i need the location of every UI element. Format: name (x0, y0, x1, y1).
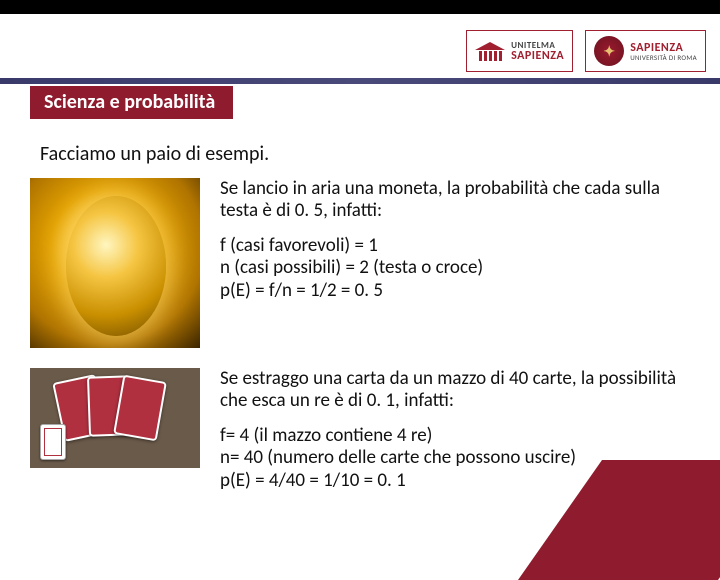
cards-image (30, 368, 200, 468)
sapienza-seal-icon: ✦ (594, 36, 624, 66)
example-1: Se lancio in aria una moneta, la probabi… (30, 178, 690, 348)
temple-icon (475, 41, 505, 61)
unitelma-logo: UNITELMA SAPIENZA (466, 30, 573, 72)
sapienza-line2: UNIVERSITÀ DI ROMA (630, 54, 697, 61)
example-1-description: Se lancio in aria una moneta, la probabi… (220, 178, 690, 223)
slide-title: Scienza e probabilità (30, 86, 233, 119)
intro-text: Facciamo un paio di esempi. (40, 142, 269, 166)
unitelma-line2: SAPIENZA (511, 50, 564, 62)
example-1-text: Se lancio in aria una moneta, la probabi… (220, 178, 690, 314)
coin-image (30, 178, 200, 348)
example-2-description: Se estraggo una carta da un mazzo di 40 … (220, 368, 690, 413)
header-logos: UNITELMA SAPIENZA ✦ SAPIENZA UNIVERSITÀ … (466, 30, 706, 72)
example-1-formulas: f (casi favorevoli) = 1 n (casi possibil… (220, 235, 690, 302)
divider-bar (0, 78, 720, 84)
sapienza-logo: ✦ SAPIENZA UNIVERSITÀ DI ROMA (585, 30, 706, 72)
sapienza-line1: SAPIENZA (630, 42, 697, 54)
